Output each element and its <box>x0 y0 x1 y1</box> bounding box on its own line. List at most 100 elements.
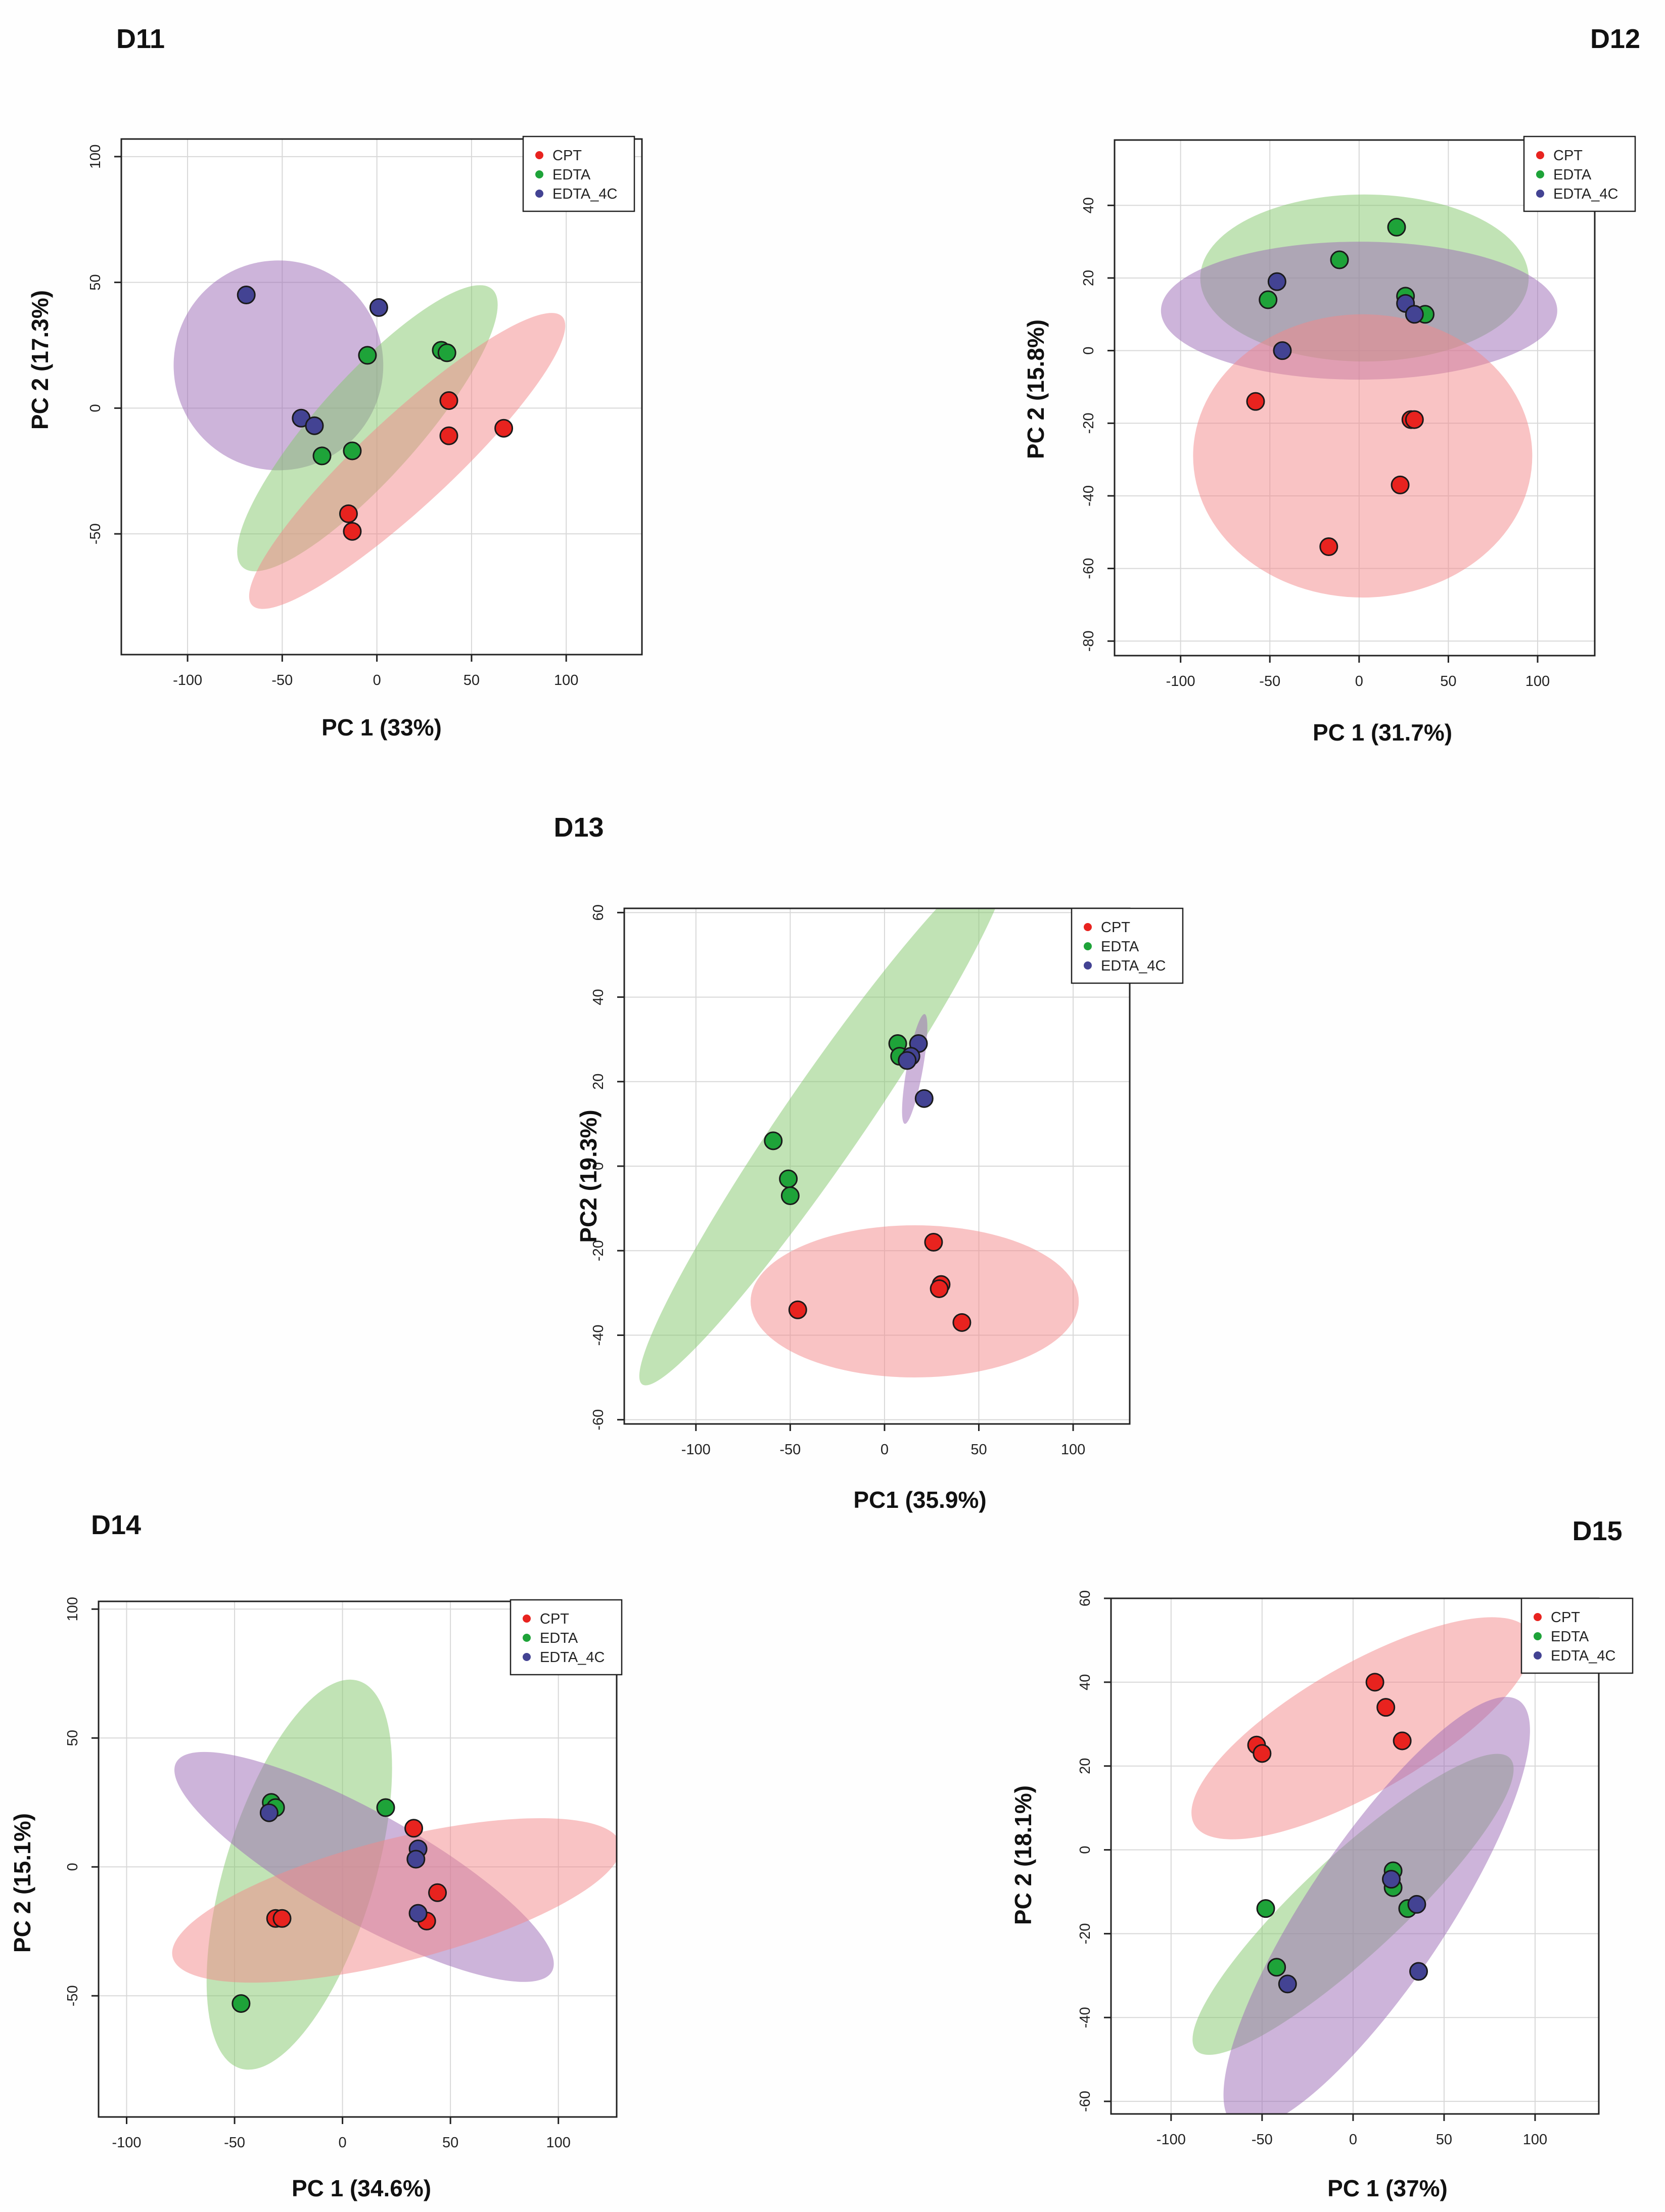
point-edta_4c <box>1267 272 1286 291</box>
point-cpt <box>1393 1731 1412 1750</box>
x-axis: -100 -50 0 50 100 <box>1157 2114 1547 2148</box>
x-tick-label: 50 <box>464 672 480 688</box>
point-edta <box>343 441 362 460</box>
point-edta <box>1267 1958 1286 1977</box>
x-tick-label: -100 <box>681 1442 711 1458</box>
y-axis: -50 0 50 100 <box>87 145 121 544</box>
confidence-ellipses <box>1161 194 1557 598</box>
legend-label: EDTA_4C <box>1551 1648 1615 1664</box>
point-cpt <box>1405 410 1424 429</box>
y-tick-label: -80 <box>1081 630 1097 652</box>
legend-marker-cpt <box>1534 1613 1542 1621</box>
y-tick-label: -20 <box>1077 1923 1093 1944</box>
y-tick-label: 60 <box>590 904 607 920</box>
point-cpt <box>494 419 514 438</box>
plot-frame <box>1110 1597 1600 2115</box>
legend-label: EDTA <box>1551 1629 1589 1645</box>
legend-marker-edta_4c <box>1536 190 1544 198</box>
y-tick-label: 40 <box>590 989 607 1005</box>
legend-label: EDTA_4C <box>1101 958 1166 974</box>
y-tick-label: -20 <box>1081 412 1097 434</box>
point-edta_4c <box>305 416 324 435</box>
ellipse-cpt <box>249 313 566 609</box>
point-cpt <box>439 391 458 410</box>
x-axis-label: PC1 (35.9%) <box>853 1487 986 1513</box>
y-tick-label: 0 <box>65 1863 81 1871</box>
panel-title: D12 <box>1590 24 1640 54</box>
chart-panel-d11: D11 -100 -50 0 50 100 -50 0 50 100 PC 1 (33%) PC 2 … <box>27 24 643 741</box>
x-tick-label: 100 <box>1525 673 1550 689</box>
ellipse-cpt <box>1191 1617 1533 1839</box>
y-axis-label: PC2 (19.3%) <box>575 1110 602 1242</box>
x-axis: -100 -50 0 50 100 <box>1166 656 1550 689</box>
y-tick-label: 60 <box>1077 1590 1093 1606</box>
point-cpt <box>272 1909 292 1928</box>
y-tick-label: -60 <box>1077 2091 1093 2112</box>
point-edta_4c <box>1409 1962 1428 1981</box>
ellipse-cpt <box>172 1818 617 1983</box>
point-edta <box>376 1798 395 1817</box>
point-edta <box>764 1131 783 1150</box>
y-tick-label: 0 <box>87 404 104 412</box>
y-tick-label: 20 <box>590 1074 607 1090</box>
y-tick-label: -50 <box>87 523 104 544</box>
point-edta_4c <box>1407 1895 1426 1914</box>
x-tick-label: -50 <box>1259 673 1280 689</box>
panel-title: D14 <box>91 1510 141 1540</box>
panel-title: D13 <box>553 812 604 843</box>
point-edta <box>232 1994 251 2013</box>
y-tick-label: -40 <box>1077 2007 1093 2028</box>
y-tick-label: 0 <box>1077 1846 1093 1854</box>
x-axis: -100 -50 0 50 100 <box>681 1424 1085 1458</box>
legend: CPT EDTA EDTA_4C <box>522 135 635 212</box>
y-tick-label: 40 <box>1081 197 1097 213</box>
confidence-ellipses <box>173 260 566 609</box>
point-edta <box>1259 290 1278 309</box>
legend-marker-edta_4c <box>1534 1651 1542 1660</box>
x-tick-label: 100 <box>554 672 578 688</box>
y-axis-label: PC 2 (17.3%) <box>27 290 53 430</box>
legend-marker-edta_4c <box>523 1653 531 1661</box>
legend-label: EDTA <box>1553 167 1592 183</box>
x-tick-label: -100 <box>1157 2132 1186 2148</box>
point-edta <box>779 1169 798 1188</box>
data-points <box>1247 1673 1428 1994</box>
x-tick-label: 100 <box>546 2135 570 2151</box>
y-tick-label: 20 <box>1077 1758 1093 1774</box>
legend-marker-cpt <box>1536 151 1544 159</box>
ellipse-cpt <box>751 1225 1079 1378</box>
x-tick-label: -100 <box>112 2135 141 2151</box>
legend-label: EDTA <box>540 1630 578 1646</box>
plot-frame <box>1114 139 1596 657</box>
point-cpt <box>924 1232 943 1252</box>
data-points <box>1246 217 1435 557</box>
point-cpt <box>952 1313 972 1332</box>
x-tick-label: -50 <box>224 2135 245 2151</box>
point-cpt <box>788 1300 807 1319</box>
y-tick-label: 100 <box>87 145 104 169</box>
x-tick-label: 50 <box>1440 673 1456 689</box>
point-cpt <box>428 1883 447 1902</box>
y-tick-label: -20 <box>590 1240 607 1261</box>
x-tick-label: 100 <box>1061 1442 1085 1458</box>
legend-label: EDTA_4C <box>540 1649 605 1666</box>
point-edta_4c <box>259 1803 279 1822</box>
legend-label: CPT <box>552 148 582 164</box>
ellipse-edta <box>639 908 1009 1386</box>
x-tick-label: -100 <box>1166 673 1195 689</box>
chart-panel-d14: D14 -100 -50 0 50 100 -50 0 50 100 PC 1 (34.6%) PC … <box>9 1510 623 2201</box>
x-axis-label: PC 1 (34.6%) <box>292 2175 431 2201</box>
x-tick-label: 50 <box>1436 2132 1452 2148</box>
legend: CPT EDTA EDTA_4C <box>510 1599 623 1676</box>
legend-marker-edta <box>1534 1632 1542 1640</box>
point-cpt <box>1246 392 1265 411</box>
point-edta_4c <box>237 285 256 304</box>
legend-label: EDTA_4C <box>552 186 617 202</box>
y-tick-label: -40 <box>1081 485 1097 506</box>
point-edta <box>780 1186 800 1206</box>
point-edta_4c <box>1382 1870 1401 1889</box>
x-tick-label: 0 <box>881 1442 889 1458</box>
legend: CPT EDTA EDTA_4C <box>1523 135 1636 212</box>
point-cpt <box>439 426 458 445</box>
